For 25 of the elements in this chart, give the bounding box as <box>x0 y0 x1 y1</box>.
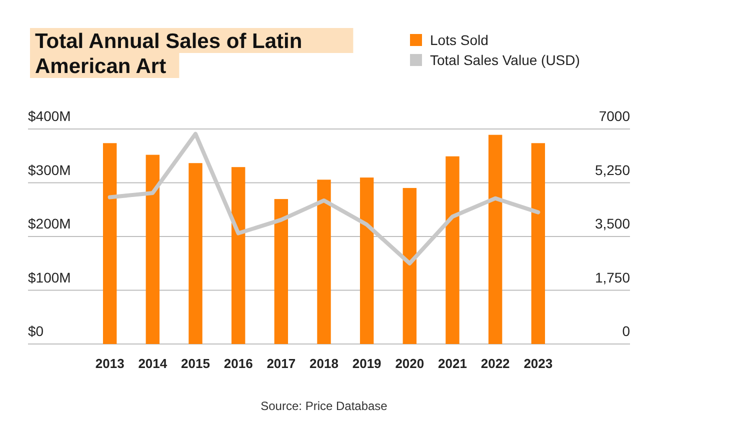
y2-tick-label: 5,250 <box>594 162 630 178</box>
x-tick-label: 2013 <box>95 356 124 371</box>
x-tick-label: 2022 <box>480 356 510 371</box>
y2-tick-label: 0 <box>622 323 630 339</box>
x-tick-label: 2017 <box>266 356 296 371</box>
x-tick-label: 2020 <box>395 356 424 371</box>
x-tick-label: 2018 <box>310 356 338 371</box>
y-tick-label: $0 <box>28 323 44 339</box>
y-tick-label: $200M <box>28 216 71 232</box>
source-note: Source: Price Database <box>260 399 388 413</box>
x-tick-label: 2019 <box>352 356 382 371</box>
x-tick-label: 2016 <box>224 356 253 371</box>
x-tick-label: 2023 <box>524 356 553 371</box>
legend-label: Total Sales Value (USD) <box>430 52 580 68</box>
y2-tick-label: 1,750 <box>594 269 630 286</box>
y-tick-label: $100M <box>28 269 71 286</box>
y-tick-label: $400M <box>28 108 71 124</box>
y2-tick-label: 7000 <box>598 108 630 124</box>
x-tick-label: 2014 <box>138 356 168 371</box>
y2-tick-label: 3,500 <box>594 216 630 232</box>
x-tick-label: 2021 <box>438 356 467 371</box>
x-tick-label: 2015 <box>181 356 210 371</box>
y-tick-label: $300M <box>28 162 71 178</box>
legend-label: Lots Sold <box>430 32 488 48</box>
chart-title: Total Annual Sales of Latin American Art <box>35 30 302 78</box>
